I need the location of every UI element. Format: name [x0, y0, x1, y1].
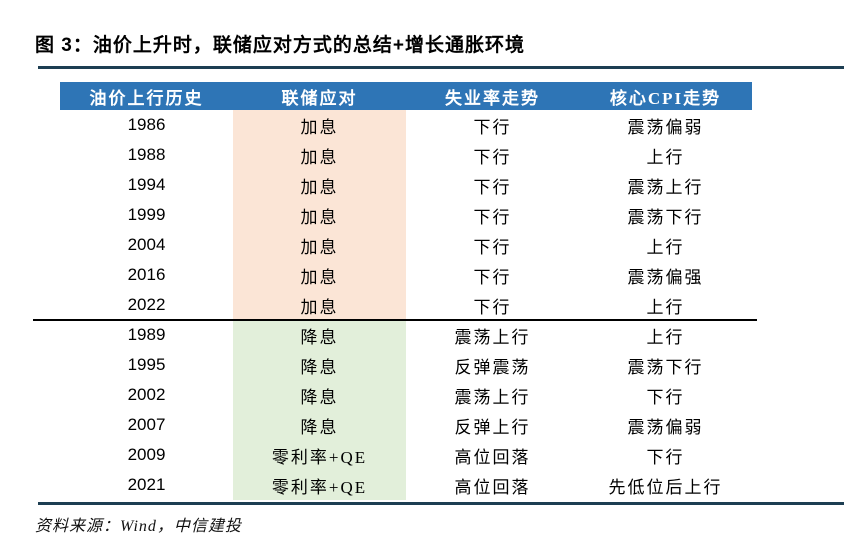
core-cpi-trend-cell: 上行 [646, 327, 685, 347]
core-cpi-trend-cell: 上行 [646, 297, 685, 317]
unemployment-trend-cell: 反弹上行 [454, 417, 531, 437]
year-cell: 2004 [127, 235, 166, 254]
core-cpi-trend-cell: 下行 [646, 447, 685, 467]
unemployment-trend-cell: 下行 [473, 267, 512, 287]
year-cell: 2007 [127, 415, 166, 434]
column-header-core-cpi: 核心CPI走势 [609, 88, 722, 108]
year-cell: 2009 [127, 445, 166, 464]
core-cpi-trend-cell: 下行 [646, 387, 685, 407]
core-cpi-trend-cell: 上行 [646, 147, 685, 167]
table-row: 2022 加息 下行 上行 [60, 290, 752, 320]
year-cell: 2022 [127, 295, 166, 314]
table-row: 2007 降息 反弹上行 震荡偏弱 [60, 410, 752, 440]
year-cell: 1988 [127, 145, 166, 164]
year-cell: 2016 [127, 265, 166, 284]
table-header-row: 油价上行历史 联储应对 失业率走势 核心CPI走势 [60, 82, 752, 110]
table-body: 1986 加息 下行 震荡偏弱 1988 加息 下行 上行 1994 加息 下行 震荡上行 1999 加息… [60, 110, 752, 500]
fed-response-cell: 零利率+QE [233, 470, 406, 500]
table-row: 1989 降息 震荡上行 上行 [60, 320, 752, 350]
table-row: 2009 零利率+QE 高位回落 下行 [60, 440, 752, 470]
core-cpi-trend-cell: 震荡偏强 [627, 267, 704, 287]
unemployment-trend-cell: 震荡上行 [454, 327, 531, 347]
unemployment-trend-cell: 下行 [473, 237, 512, 257]
fed-response-table: 油价上行历史 联储应对 失业率走势 核心CPI走势 1986 加息 下行 震荡偏弱 19… [60, 82, 752, 500]
year-cell: 1986 [127, 115, 166, 134]
fed-response-cell: 零利率+QE [233, 440, 406, 470]
table-row: 1995 降息 反弹震荡 震荡下行 [60, 350, 752, 380]
unemployment-trend-cell: 下行 [473, 117, 512, 137]
title-rule [38, 66, 844, 69]
core-cpi-trend-cell: 先低位后上行 [608, 477, 723, 497]
year-cell: 1999 [127, 205, 166, 224]
core-cpi-trend-cell: 震荡上行 [627, 177, 704, 197]
unemployment-trend-cell: 下行 [473, 177, 512, 197]
core-cpi-trend-cell: 震荡偏弱 [627, 117, 704, 137]
table-row: 1986 加息 下行 震荡偏弱 [60, 110, 752, 140]
fed-response-cell: 降息 [233, 410, 406, 440]
source-rule [38, 502, 844, 505]
table-row: 1999 加息 下行 震荡下行 [60, 200, 752, 230]
core-cpi-trend-cell: 震荡下行 [627, 357, 704, 377]
table-row: 2021 零利率+QE 高位回落 先低位后上行 [60, 470, 752, 500]
year-cell: 1989 [127, 325, 166, 344]
column-header-oil-history: 油价上行历史 [89, 88, 204, 108]
fed-response-cell: 加息 [233, 170, 406, 200]
year-cell: 1994 [127, 175, 166, 194]
unemployment-trend-cell: 下行 [473, 147, 512, 167]
core-cpi-trend-cell: 震荡下行 [627, 207, 704, 227]
fed-response-cell: 降息 [233, 320, 406, 350]
table-row: 2002 降息 震荡上行 下行 [60, 380, 752, 410]
fed-response-cell: 降息 [233, 380, 406, 410]
unemployment-trend-cell: 下行 [473, 207, 512, 227]
column-header-fed-response: 联储应对 [281, 88, 358, 108]
unemployment-trend-cell: 震荡上行 [454, 387, 531, 407]
data-source-note: 资料来源：Wind，中信建投 [35, 518, 242, 535]
unemployment-trend-cell: 高位回落 [454, 477, 531, 497]
fed-response-cell: 加息 [233, 110, 406, 140]
unemployment-trend-cell: 反弹震荡 [454, 357, 531, 377]
unemployment-trend-cell: 高位回落 [454, 447, 531, 467]
fed-response-cell: 加息 [233, 140, 406, 170]
year-cell: 2002 [127, 385, 166, 404]
table-row: 2016 加息 下行 震荡偏强 [60, 260, 752, 290]
column-header-unemployment: 失业率走势 [445, 88, 540, 108]
table-row: 1994 加息 下行 震荡上行 [60, 170, 752, 200]
core-cpi-trend-cell: 上行 [646, 237, 685, 257]
year-cell: 2021 [127, 475, 166, 494]
fed-response-cell: 加息 [233, 260, 406, 290]
table-row: 1988 加息 下行 上行 [60, 140, 752, 170]
fed-response-cell: 加息 [233, 200, 406, 230]
fed-response-cell: 降息 [233, 350, 406, 380]
fed-response-cell: 加息 [233, 230, 406, 260]
fed-response-cell: 加息 [233, 290, 406, 320]
group-separator-line [33, 319, 757, 321]
figure-title: 图 3：油价上升时，联储应对方式的总结+增长通胀环境 [35, 35, 525, 56]
core-cpi-trend-cell: 震荡偏弱 [627, 417, 704, 437]
unemployment-trend-cell: 下行 [473, 297, 512, 317]
year-cell: 1995 [127, 355, 166, 374]
table-row: 2004 加息 下行 上行 [60, 230, 752, 260]
